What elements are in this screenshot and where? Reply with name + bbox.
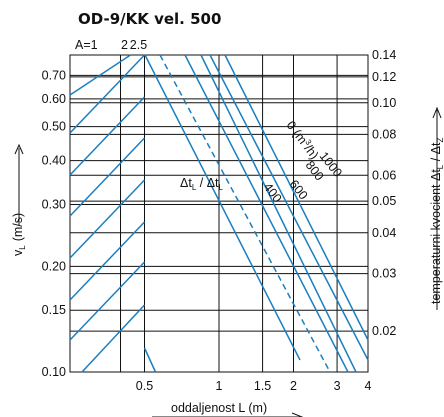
a-family-line bbox=[69, 96, 146, 176]
flow-800 bbox=[209, 54, 369, 361]
a-family-line bbox=[69, 137, 146, 217]
flow-600 bbox=[184, 54, 349, 373]
chart-title: OD-9/KK vel. 500 bbox=[78, 10, 221, 28]
y2-tick-label: 0.08 bbox=[372, 127, 396, 141]
y-tick-label: 0.70 bbox=[42, 68, 66, 82]
x-tick-label: 0.5 bbox=[136, 379, 153, 393]
x-tick-label: 3 bbox=[334, 379, 341, 393]
y2-axis-label: temperaturni kvocient ΔtL / ΔtZ bbox=[429, 106, 444, 310]
a-family-line bbox=[69, 261, 146, 341]
x-tick-label: 4 bbox=[365, 379, 372, 393]
y-tick-label: 0.15 bbox=[42, 303, 66, 317]
x-tick-label: 1 bbox=[216, 379, 223, 393]
top-label: 2 bbox=[121, 38, 128, 52]
y-tick-label: 0.60 bbox=[42, 92, 66, 106]
y2-tick-label: 0.06 bbox=[372, 168, 396, 182]
y2-tick-label: 0.10 bbox=[372, 96, 396, 110]
y-tick-label: 0.20 bbox=[42, 259, 66, 273]
flow-0 bbox=[200, 54, 357, 373]
y2-tick-label: 0.03 bbox=[372, 267, 396, 281]
flow-1000 bbox=[224, 54, 369, 341]
label-flow-0: 0 (m3/h) bbox=[284, 118, 322, 162]
a-family-line bbox=[69, 54, 146, 134]
x-axis-label: oddaljenost L (m) bbox=[152, 401, 304, 417]
y2-tick-label: 0.04 bbox=[372, 226, 396, 240]
x-tick-label: 1.5 bbox=[254, 379, 271, 393]
y2-tick-label: 0.05 bbox=[372, 194, 396, 208]
grid bbox=[69, 54, 369, 373]
top-label: 2.5 bbox=[130, 38, 147, 52]
flow-ratio bbox=[144, 54, 301, 361]
a-family-line bbox=[69, 54, 131, 96]
label-ratio: ΔtL / ΔtL bbox=[180, 176, 224, 192]
y2-tick-label: 0.02 bbox=[372, 324, 396, 338]
a-family-line bbox=[69, 179, 146, 259]
curves bbox=[69, 54, 369, 373]
a-family-line bbox=[143, 347, 157, 373]
y-tick-label: 0.10 bbox=[42, 365, 66, 379]
svg-text:oddaljenost L (m): oddaljenost L (m) bbox=[171, 401, 267, 415]
y-tick-label: 0.30 bbox=[42, 198, 66, 212]
a-family-line bbox=[69, 221, 146, 301]
y2-tick-label: 0.14 bbox=[372, 48, 396, 62]
svg-text:temperaturni kvocient ΔtL / Δ: temperaturni kvocient ΔtL / ΔtZ bbox=[429, 138, 444, 305]
y-axis-label: vL(m/s) bbox=[11, 143, 27, 256]
y-tick-label: 0.40 bbox=[42, 154, 66, 168]
ticks: 0.5 1 1.5 2 3 4 0.10 0.15 0.20 0.30 0.40 0.50 0.60 0.… bbox=[42, 38, 397, 393]
y2-tick-label: 0.12 bbox=[372, 70, 396, 84]
a-family-line bbox=[81, 304, 146, 373]
label-flow-600: 600 bbox=[287, 177, 311, 202]
x-tick-label: 2 bbox=[290, 379, 297, 393]
svg-text:vL(m/s): vL(m/s) bbox=[11, 213, 27, 256]
y-tick-label: 0.50 bbox=[42, 120, 66, 134]
top-label: A=1 bbox=[75, 38, 98, 52]
